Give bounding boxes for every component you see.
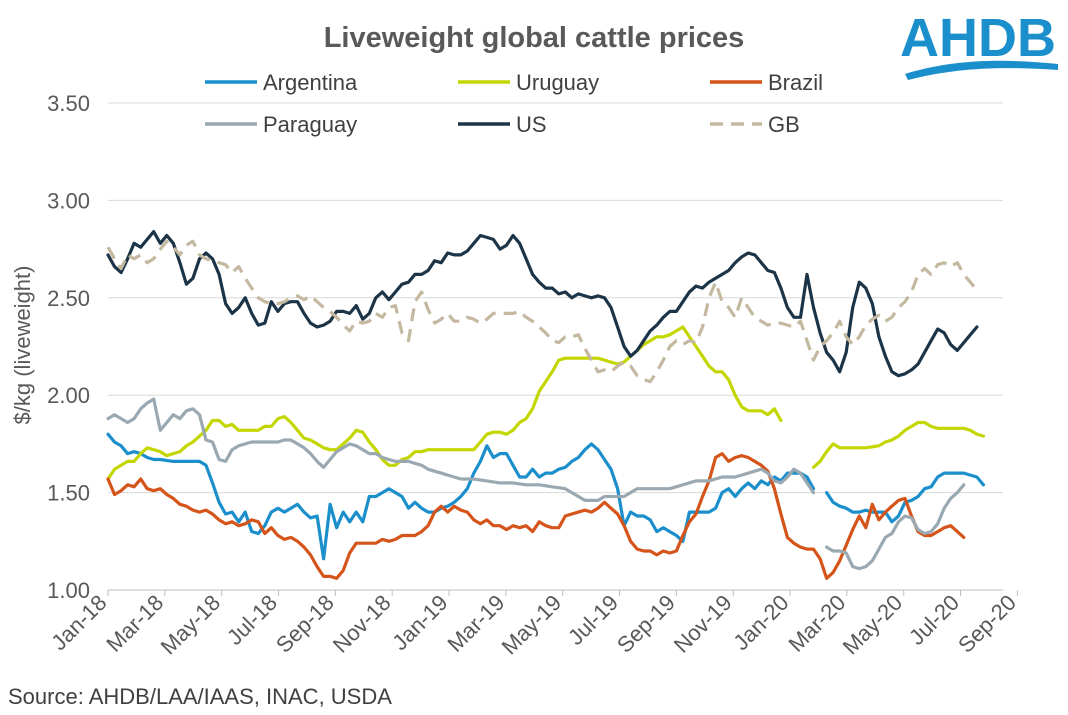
series-lines [106,230,985,580]
x-tick-label: May-20 [838,590,908,660]
x-tick-label: Mar-19 [442,590,509,657]
legend-label-paraguay: Paraguay [263,112,357,137]
series-line-us [106,230,979,378]
chart-legend: Argentina Uruguay Brazil Paraguay US GB [205,70,823,137]
x-tick-label: Jan-19 [387,590,452,655]
series-line-gb [106,239,979,384]
y-tick-label: 1.50 [47,481,90,506]
y-tick-label: 2.50 [47,286,90,311]
x-axis: Jan-18Mar-18May-18Jul-18Sep-18Nov-18Jan-… [46,589,1021,660]
x-tick-label: May-18 [156,590,226,660]
legend-label-us: US [516,112,547,137]
series-line-brazil [106,452,966,580]
x-tick-label: Nov-18 [328,590,396,658]
y-tick-label: 3.00 [47,188,90,213]
x-tick-label: Mar-20 [783,590,850,657]
x-tick-label: Jan-20 [728,590,793,655]
logo-text: AHDB [900,8,1056,68]
x-tick-label: May-19 [497,590,567,660]
ahdb-logo: AHDB [900,8,1058,80]
x-tick-label: Mar-18 [101,590,168,657]
y-axis-ticks: 1.00 1.50 2.00 2.50 3.00 3.50 [47,91,90,603]
x-tick-label: Sep-19 [612,590,680,658]
series-line-uruguay [106,325,985,481]
y-tick-label: 2.00 [47,383,90,408]
legend-label-brazil: Brazil [768,70,823,95]
y-tick-label: 3.50 [47,91,90,116]
source-note: Source: AHDB/LAA/IAAS, INAC, USDA [8,684,392,709]
x-tick-label: Sep-18 [271,590,339,658]
series-line-paraguay [106,397,966,571]
legend-label-uruguay: Uruguay [516,70,599,95]
y-tick-label: 1.00 [47,578,90,603]
chart-title: Liveweight global cattle prices [324,22,745,54]
logo-swoosh [905,60,1058,80]
y-axis-label: $/kg (liveweight) [10,266,35,425]
x-tick-label: Sep-20 [953,590,1021,658]
legend-label-gb: GB [768,112,800,137]
series-line-argentina [106,432,985,561]
legend-label-argentina: Argentina [263,70,358,95]
x-tick-label: Nov-19 [669,590,737,658]
